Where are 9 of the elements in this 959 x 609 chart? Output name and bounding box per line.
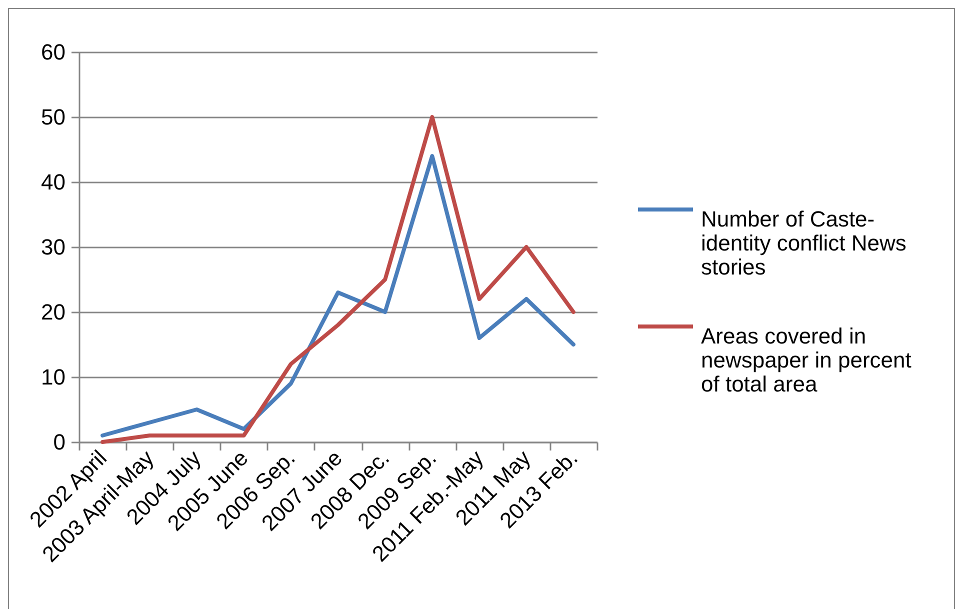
y-tick-label: 0 (53, 430, 66, 454)
y-tick-label: 10 (41, 364, 66, 390)
y-tick-label: 60 (41, 40, 66, 64)
legend-label: Number of Caste-identity conflict News stories (701, 206, 906, 280)
legend-label: Areas covered in newspaper in percent of total area (701, 324, 912, 396)
y-tick-label: 20 (41, 300, 66, 324)
y-tick-label: 50 (41, 104, 66, 130)
y-tick-label: 40 (41, 170, 66, 194)
y-tick-label: 30 (41, 234, 66, 260)
